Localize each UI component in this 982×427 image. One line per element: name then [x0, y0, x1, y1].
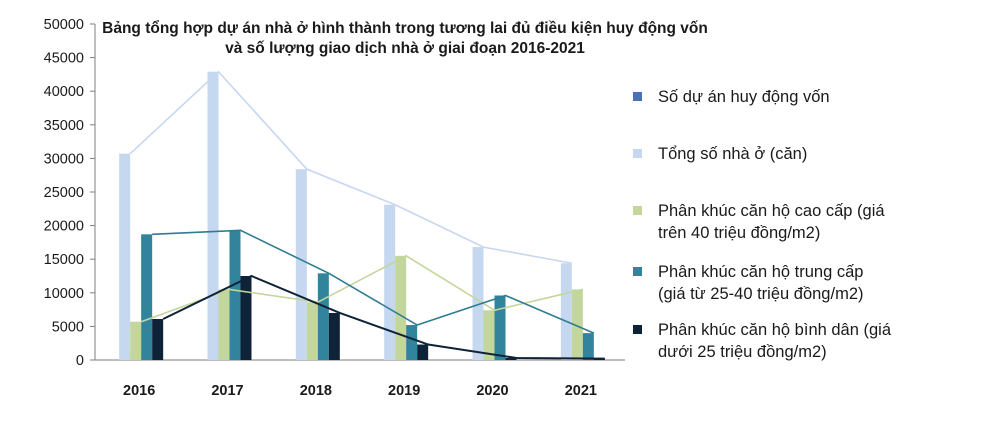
line-total-housing [129, 70, 572, 265]
bar-total-housing [384, 204, 396, 360]
chart-title-line-2: và số lượng giao dịch nhà ở giai đoạn 20… [225, 40, 585, 57]
x-tick-label: 2018 [300, 383, 332, 399]
line-high-end [140, 254, 584, 323]
bar-high-end [483, 310, 495, 360]
legend-label: Phân khúc căn hộ trung cấp (giá từ 25-40 … [658, 261, 978, 305]
legend-label: Tổng số nhà ở (căn) [658, 143, 978, 165]
y-tick-label: 40000 [44, 84, 84, 100]
bar-high-end [395, 255, 407, 360]
legend-label-line: Số dự án huy động vốn [658, 88, 830, 106]
bar-affordable [152, 319, 164, 360]
bar-mid-range [141, 234, 153, 360]
legend-label-line: (giá từ 25-40 triệu đồng/m2) [658, 285, 864, 303]
y-tick-label: 0 [76, 353, 84, 369]
x-tick-label: 2016 [123, 383, 155, 399]
legend-label-line: Tổng số nhà ở (căn) [658, 145, 808, 163]
bar-affordable [240, 276, 252, 360]
legend-label-line: Phân khúc căn hộ cao cấp (giá [658, 202, 885, 220]
bar-mid-range [582, 333, 594, 360]
bar-total-housing [472, 247, 484, 360]
bar-high-end [571, 289, 583, 360]
legend-label-line: Phân khúc căn hộ trung cấp [658, 263, 864, 281]
y-tick-label: 30000 [44, 151, 84, 167]
bar-total-housing [560, 263, 572, 360]
x-tick-label: 2021 [565, 383, 597, 399]
bar-affordable [417, 344, 429, 360]
y-tick-label: 15000 [44, 252, 84, 268]
bar-total-housing [295, 169, 307, 360]
y-tick-label: 25000 [44, 185, 84, 201]
bar-mid-range [317, 273, 329, 360]
legend-swatch [633, 267, 642, 276]
legend-label: Số dự án huy động vốn [658, 86, 978, 108]
bar-total-housing [119, 153, 131, 360]
y-tick-label: 35000 [44, 118, 84, 134]
legend-label-line: trên 40 triệu đồng/m2) [658, 224, 821, 242]
y-tick-label: 45000 [44, 51, 84, 67]
legend-label-line: Phân khúc căn hộ bình dân (giá [658, 321, 892, 339]
legend-label: Phân khúc căn hộ cao cấp (giá trên 40 tri… [658, 200, 978, 244]
line-mid-range [152, 229, 595, 334]
bar-affordable [505, 357, 517, 360]
bar-high-end [306, 302, 318, 360]
line-affordable [162, 274, 605, 360]
bar-mid-range [494, 295, 506, 360]
chart-title-line-1: Bảng tổng hợp dự án nhà ở hình thành tro… [102, 20, 708, 37]
y-tick-label: 50000 [44, 17, 84, 33]
y-tick-label: 5000 [52, 319, 84, 335]
legend-swatch [633, 325, 642, 334]
y-tick-label: 10000 [44, 286, 84, 302]
bar-total-housing [207, 71, 219, 360]
x-tick-label: 2017 [211, 383, 243, 399]
legend-label-line: dưới 25 triệu đồng/m2) [658, 343, 827, 361]
bar-high-end [218, 289, 230, 360]
bar-high-end [130, 321, 142, 360]
legend-label: Phân khúc căn hộ bình dân (giá dưới 25 tr… [658, 319, 978, 363]
x-tick-label: 2020 [476, 383, 508, 399]
legend-swatch [633, 92, 642, 101]
bar-mid-range [406, 325, 418, 360]
bar-mid-range [229, 230, 241, 360]
x-tick-label: 2019 [388, 383, 420, 399]
bar-affordable [328, 312, 340, 360]
y-tick-label: 20000 [44, 219, 84, 235]
legend-swatch [633, 206, 642, 215]
legend-swatch [633, 149, 642, 158]
